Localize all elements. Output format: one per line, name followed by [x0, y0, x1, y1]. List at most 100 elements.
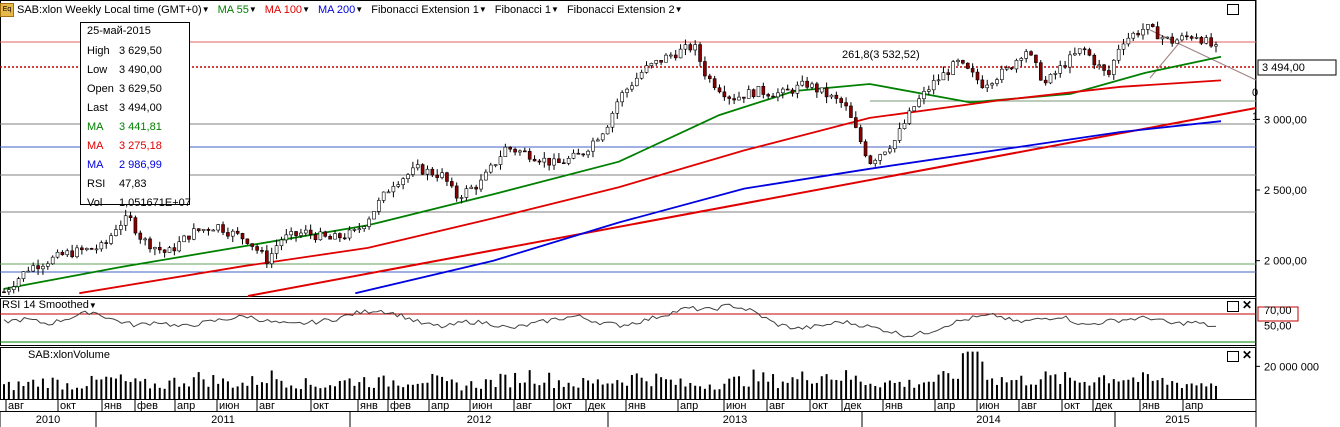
candle-body [104, 242, 109, 244]
candle-body [187, 235, 191, 240]
rsi-maximize-button[interactable] [1227, 301, 1239, 312]
volume-bar [1030, 384, 1033, 399]
volume-bar [387, 386, 390, 399]
volume-bar [207, 386, 210, 399]
candle-body [308, 229, 313, 235]
candle-body [1048, 74, 1053, 84]
candle-body [153, 246, 157, 250]
volume-bar [1034, 384, 1037, 399]
chevron-down-icon: ▼ [88, 301, 97, 310]
volume-close-button[interactable]: ✕ [1242, 348, 1253, 362]
volume-bar [806, 380, 809, 399]
indicator-toggle[interactable]: Fibonacci Extension 2▼ [567, 4, 683, 16]
row-key: Open [87, 83, 114, 95]
row-value: 3 490,00 [119, 64, 162, 76]
month-label: окт [60, 400, 76, 412]
candle-body [951, 61, 955, 75]
candle-body [454, 185, 459, 199]
volume-bar [324, 387, 327, 399]
candle-body [162, 249, 167, 253]
candle-body [172, 247, 177, 252]
candle-body [795, 84, 800, 94]
volume-bar [514, 372, 517, 399]
ma-line [79, 79, 1222, 295]
month-label: дек [1095, 400, 1113, 412]
candle-body [376, 200, 381, 212]
volume-bar [46, 388, 49, 399]
candle-body [1131, 32, 1136, 39]
volume-bar [1093, 382, 1096, 399]
candle-body [36, 265, 40, 270]
indicator-toggle[interactable]: MA 200▼ [318, 4, 363, 16]
data-window: 25-май-2015 High 3 629,50 Low 3 490,00 Open 3… [80, 22, 191, 209]
row-key: MA [87, 121, 104, 133]
indicator-toggle[interactable]: MA 100▼ [265, 4, 310, 16]
volume-bar [270, 370, 273, 399]
indicator-toggle[interactable]: MA 55▼ [218, 4, 257, 16]
rsi-line [3, 303, 1216, 338]
candle-body [965, 62, 970, 69]
volume-bar [402, 387, 405, 399]
volume-title[interactable]: SAB:xlonVolume [28, 349, 110, 361]
volume-maximize-button[interactable] [1227, 351, 1239, 362]
time-axis: авг окт янв фев апр июн авг окт янв фев апр июн авг о… [0, 400, 1203, 427]
candle-body [878, 154, 882, 161]
volume-bar [918, 384, 921, 399]
symbol-selector[interactable]: SAB:xlon Weekly Local time (GMT+0)▼ [17, 4, 210, 16]
indicator-toggle[interactable]: Fibonacci Extension 1▼ [371, 4, 487, 16]
candle-body [990, 83, 994, 86]
candle-body [961, 60, 965, 64]
volume-bar [1146, 374, 1149, 399]
candle-body [1126, 37, 1131, 45]
candle-body [1068, 54, 1072, 68]
volume-bar [884, 382, 887, 399]
candle-body [566, 157, 571, 164]
year-label: 2013 [723, 414, 747, 426]
volume-bar [265, 383, 268, 399]
volume-bar [874, 386, 877, 399]
candle-body [328, 236, 332, 240]
candle-body [201, 229, 206, 231]
volume-bar [1185, 384, 1188, 399]
rsi-close-button[interactable]: ✕ [1242, 298, 1253, 312]
volume-bar [260, 382, 263, 399]
candle-body [138, 232, 143, 240]
volume-bar [329, 385, 332, 399]
maximize-button[interactable] [1227, 4, 1239, 15]
volume-bar [295, 388, 298, 399]
volume-bar [27, 381, 30, 399]
volume-bar [533, 383, 536, 399]
volume-bar [338, 380, 341, 399]
row-key: MA [87, 140, 104, 152]
volume-bar [1117, 381, 1120, 399]
candle-body [1058, 65, 1063, 74]
volume-bar [212, 375, 215, 399]
volume-bar [893, 382, 896, 399]
rsi-title[interactable]: RSI 14 Smoothed▼ [2, 299, 97, 311]
candle-body [503, 146, 508, 157]
year-label: 2011 [211, 414, 235, 426]
price-tick-label: 3 000,00 [1264, 114, 1307, 126]
volume-bar [80, 388, 83, 399]
candle-body [980, 79, 985, 89]
candle-body [649, 63, 654, 66]
month-label: июн [726, 400, 746, 412]
row-value: 3 629,50 [119, 83, 162, 95]
volume-bar [41, 378, 44, 399]
volume-bar [947, 373, 950, 399]
candle-body [450, 181, 454, 187]
data-window-row: Open 3 629,50 [87, 83, 187, 99]
row-value: 3 275,18 [119, 140, 162, 152]
volume-bar [475, 387, 478, 399]
candle-body [1194, 37, 1199, 39]
candle-body [60, 251, 65, 256]
candle-body [333, 233, 337, 240]
volume-bar [275, 379, 278, 399]
candle-body [892, 140, 897, 149]
volume-bar [372, 387, 375, 399]
indicator-toggle[interactable]: Fibonacci 1▼ [495, 4, 559, 16]
indicator-label: MA 100 [264, 4, 303, 16]
volume-bar [587, 380, 590, 399]
row-key: MA [87, 159, 104, 171]
